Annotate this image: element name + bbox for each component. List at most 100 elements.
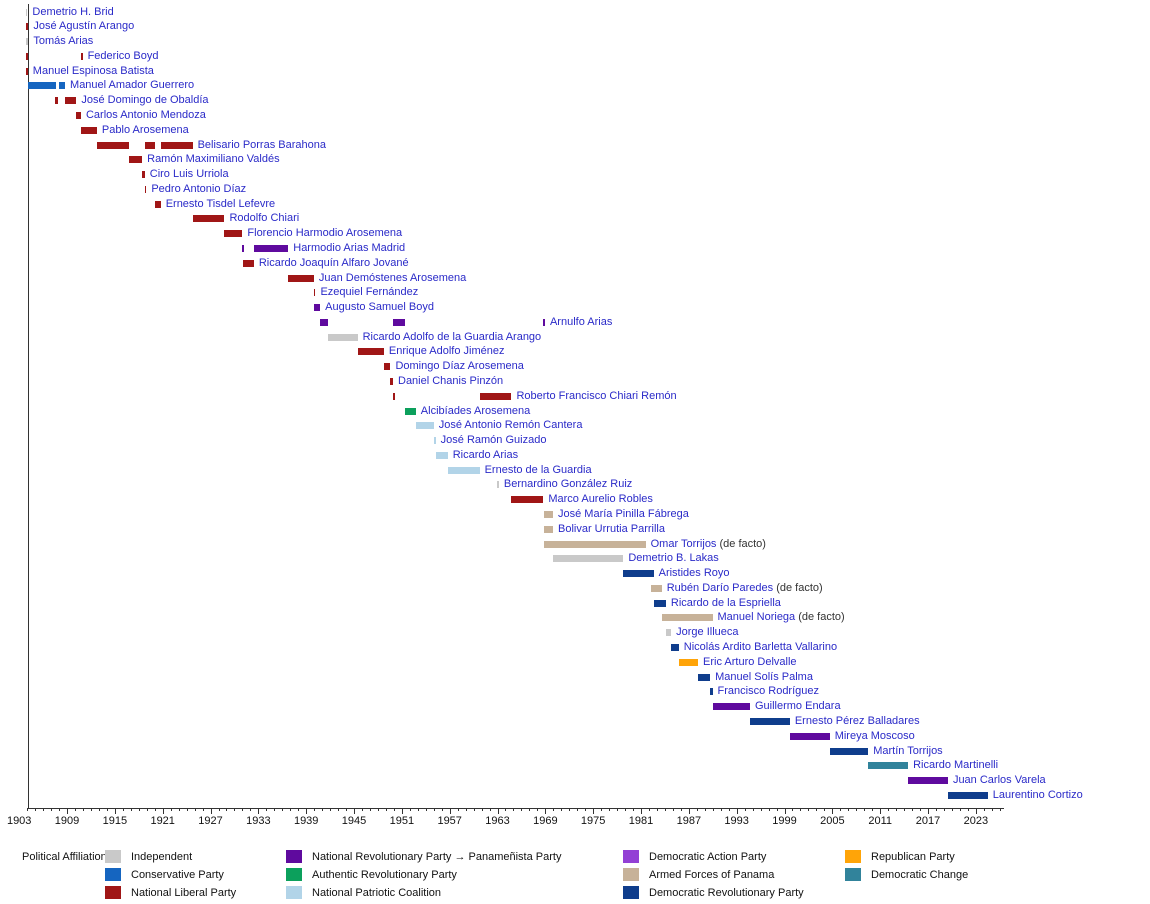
- president-label[interactable]: José Agustín Arango: [33, 20, 134, 33]
- president-name[interactable]: Aristides Royo: [658, 567, 730, 580]
- president-label[interactable]: Ricardo Arias: [453, 449, 518, 462]
- president-name[interactable]: Demetrio B. Lakas: [628, 552, 719, 565]
- president-name[interactable]: Pedro Antonio Díaz: [151, 182, 247, 195]
- president-name[interactable]: Domingo Díaz Arosemena: [395, 360, 524, 373]
- president-name[interactable]: Ciro Luis Urriola: [149, 168, 229, 181]
- president-name[interactable]: Carlos Antonio Mendoza: [85, 108, 206, 121]
- president-label[interactable]: Enrique Adolfo Jiménez: [389, 345, 505, 358]
- president-label[interactable]: Ricardo Adolfo de la Guardia Arango: [363, 331, 542, 344]
- president-name[interactable]: Martín Torrijos: [873, 744, 943, 757]
- president-name[interactable]: José Ramón Guizado: [440, 434, 547, 447]
- president-name[interactable]: Enrique Adolfo Jiménez: [388, 345, 505, 358]
- president-name[interactable]: Demetrio H. Brid: [32, 5, 114, 18]
- president-label[interactable]: Belisario Porras Barahona: [198, 139, 326, 152]
- president-label[interactable]: Juan Carlos Varela: [953, 774, 1046, 787]
- president-name[interactable]: Manuel Solís Palma: [715, 670, 813, 683]
- president-label[interactable]: Manuel Noriega (de facto): [718, 611, 845, 624]
- president-label[interactable]: Ricardo Joaquín Alfaro Jované: [259, 257, 409, 270]
- president-name[interactable]: Juan Demóstenes Arosemena: [318, 271, 467, 284]
- president-label[interactable]: Manuel Amador Guerrero: [70, 79, 194, 92]
- president-name[interactable]: José Domingo de Obaldía: [81, 94, 209, 107]
- president-name[interactable]: Manuel Espinosa Batista: [32, 64, 154, 77]
- president-label[interactable]: Ciro Luis Urriola: [150, 168, 229, 181]
- president-label[interactable]: Juan Demóstenes Arosemena: [319, 272, 466, 285]
- president-label[interactable]: Martín Torrijos: [873, 745, 942, 758]
- president-name[interactable]: Marco Aurelio Robles: [548, 493, 653, 506]
- president-label[interactable]: Alcibíades Arosemena: [421, 405, 530, 418]
- president-name[interactable]: Rubén Darío Paredes: [666, 581, 774, 594]
- president-name[interactable]: Ricardo Martinelli: [913, 759, 999, 772]
- president-label[interactable]: Francisco Rodríguez: [718, 685, 820, 698]
- president-name[interactable]: Ezequiel Fernández: [320, 286, 419, 299]
- president-label[interactable]: Carlos Antonio Mendoza: [86, 109, 206, 122]
- president-name[interactable]: José Antonio Remón Cantera: [438, 419, 583, 432]
- president-label[interactable]: Ezequiel Fernández: [320, 286, 418, 299]
- president-label[interactable]: Marco Aurelio Robles: [548, 493, 653, 506]
- president-name[interactable]: Alcibíades Arosemena: [420, 404, 531, 417]
- president-name[interactable]: Bolivar Urrutia Parrilla: [558, 522, 665, 535]
- president-label[interactable]: Pedro Antonio Díaz: [151, 183, 246, 196]
- president-label[interactable]: Pablo Arosemena: [102, 124, 189, 137]
- president-label[interactable]: Eric Arturo Delvalle: [703, 656, 797, 669]
- president-label[interactable]: José María Pinilla Fábrega: [558, 508, 689, 521]
- president-label[interactable]: Bolivar Urrutia Parrilla: [558, 523, 665, 536]
- president-label[interactable]: Aristides Royo: [659, 567, 730, 580]
- president-name[interactable]: Harmodio Arias Madrid: [293, 241, 406, 254]
- president-label[interactable]: Ernesto de la Guardia: [485, 464, 592, 477]
- president-name[interactable]: Francisco Rodríguez: [717, 685, 820, 698]
- president-label[interactable]: Demetrio B. Lakas: [628, 552, 718, 565]
- president-label[interactable]: Ricardo Martinelli: [913, 759, 998, 772]
- president-name[interactable]: Augusto Samuel Boyd: [325, 301, 434, 314]
- president-name[interactable]: Jorge Illueca: [676, 626, 739, 639]
- president-name[interactable]: Nicolás Ardito Barletta Vallarino: [683, 641, 838, 654]
- president-label[interactable]: Florencio Harmodio Arosemena: [247, 227, 402, 240]
- president-name[interactable]: Tomás Arias: [33, 35, 94, 48]
- president-name[interactable]: Ernesto de la Guardia: [484, 463, 592, 476]
- president-name[interactable]: Guillermo Endara: [754, 700, 841, 713]
- president-label[interactable]: Guillermo Endara: [755, 700, 841, 713]
- president-label[interactable]: Demetrio H. Brid: [32, 6, 113, 19]
- president-label[interactable]: Laurentino Cortizo: [993, 789, 1083, 802]
- president-name[interactable]: Ricardo Joaquín Alfaro Jované: [258, 256, 409, 269]
- president-name[interactable]: Arnulfo Arias: [549, 315, 613, 328]
- president-name[interactable]: Manuel Amador Guerrero: [70, 79, 195, 92]
- president-label[interactable]: Augusto Samuel Boyd: [325, 301, 434, 314]
- president-label[interactable]: Harmodio Arias Madrid: [293, 242, 405, 255]
- president-label[interactable]: Mireya Moscoso: [835, 730, 915, 743]
- president-name[interactable]: Ricardo de la Espriella: [670, 596, 781, 609]
- president-label[interactable]: Ernesto Tisdel Lefevre: [166, 198, 275, 211]
- president-name[interactable]: Ricardo Adolfo de la Guardia Arango: [362, 330, 542, 343]
- president-label[interactable]: Bernardino González Ruiz: [504, 478, 632, 491]
- president-label[interactable]: Rubén Darío Paredes (de facto): [667, 582, 823, 595]
- president-label[interactable]: Ricardo de la Espriella: [671, 597, 781, 610]
- president-name[interactable]: Eric Arturo Delvalle: [703, 655, 797, 668]
- president-name[interactable]: Ernesto Pérez Balladares: [794, 714, 920, 727]
- president-label[interactable]: Roberto Francisco Chiari Remón: [516, 390, 676, 403]
- president-name[interactable]: Juan Carlos Varela: [952, 774, 1046, 787]
- president-label[interactable]: Domingo Díaz Arosemena: [395, 360, 523, 373]
- president-name[interactable]: José Agustín Arango: [33, 20, 135, 33]
- president-label[interactable]: Omar Torrijos (de facto): [651, 538, 766, 551]
- president-name[interactable]: José María Pinilla Fábrega: [558, 508, 689, 521]
- president-label[interactable]: Manuel Solís Palma: [715, 671, 813, 684]
- president-label[interactable]: Daniel Chanis Pinzón: [398, 375, 503, 388]
- president-name[interactable]: Daniel Chanis Pinzón: [398, 375, 504, 387]
- president-label[interactable]: Arnulfo Arias: [550, 316, 612, 329]
- president-name[interactable]: Rodolfo Chiari: [229, 212, 300, 225]
- president-name[interactable]: Manuel Noriega: [717, 611, 796, 624]
- president-name[interactable]: Pablo Arosemena: [101, 123, 189, 136]
- president-name[interactable]: Belisario Porras Barahona: [197, 138, 326, 151]
- president-label[interactable]: José Antonio Remón Cantera: [439, 419, 583, 432]
- president-name[interactable]: Ramón Maximiliano Valdés: [147, 153, 280, 166]
- president-label[interactable]: Manuel Espinosa Batista: [33, 65, 154, 78]
- president-name[interactable]: Federico Boyd: [87, 49, 159, 62]
- president-label[interactable]: Ramón Maximiliano Valdés: [147, 153, 279, 166]
- president-name[interactable]: Ernesto Tisdel Lefevre: [165, 197, 276, 210]
- president-name[interactable]: Florencio Harmodio Arosemena: [247, 227, 403, 240]
- president-label[interactable]: Nicolás Ardito Barletta Vallarino: [684, 641, 837, 654]
- president-name[interactable]: Laurentino Cortizo: [992, 788, 1083, 801]
- president-label[interactable]: Tomás Arias: [33, 35, 93, 48]
- president-label[interactable]: José Domingo de Obaldía: [81, 94, 208, 107]
- president-label[interactable]: Rodolfo Chiari: [229, 212, 299, 225]
- president-label[interactable]: José Ramón Guizado: [441, 434, 547, 447]
